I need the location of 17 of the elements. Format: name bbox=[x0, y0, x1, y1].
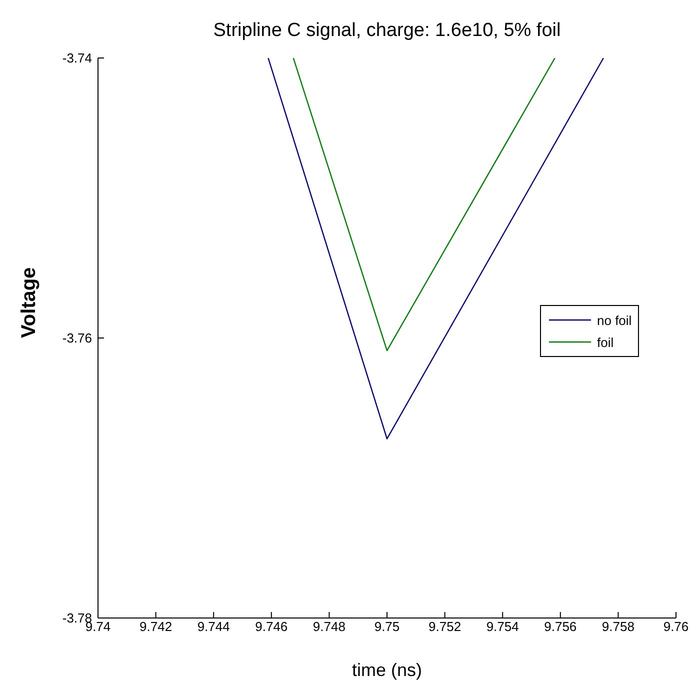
y-axis-title: Voltage bbox=[18, 267, 40, 338]
x-tick-label: 9.75 bbox=[374, 619, 400, 634]
x-tick-label: 9.742 bbox=[140, 619, 172, 634]
legend-label: no foil bbox=[597, 312, 632, 328]
x-tick-label: 9.748 bbox=[312, 619, 346, 634]
x-tick-label: 9.758 bbox=[602, 619, 634, 634]
x-tick-label: 9.756 bbox=[544, 619, 577, 634]
x-axis-title: time (ns) bbox=[352, 660, 422, 680]
legend-label: foil bbox=[597, 334, 614, 350]
x-tick-label: 9.746 bbox=[255, 619, 288, 634]
y-tick-label: -3.74 bbox=[62, 50, 92, 66]
x-tick-label: 9.754 bbox=[486, 619, 519, 634]
chart-title: Stripline C signal, charge: 1.6e10, 5% foil bbox=[212, 20, 562, 42]
x-tick-label: 9.76 bbox=[663, 619, 689, 634]
x-tick-label: 9.744 bbox=[197, 619, 230, 634]
x-tick-label: 9.752 bbox=[428, 619, 462, 634]
y-tick-label: -3.76 bbox=[62, 330, 92, 346]
